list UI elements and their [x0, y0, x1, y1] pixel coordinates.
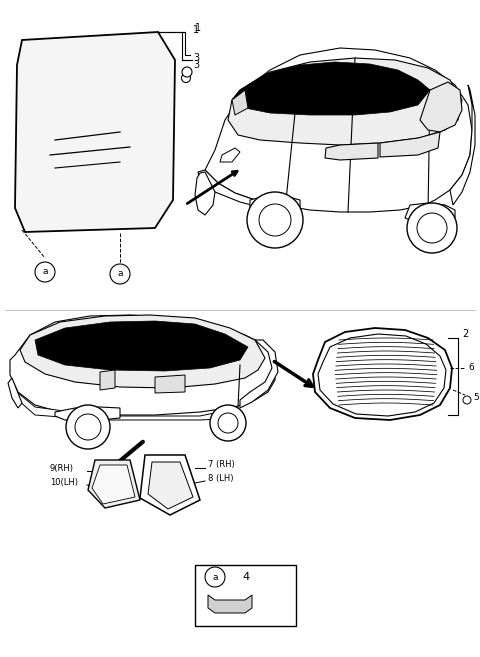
- Polygon shape: [195, 172, 215, 215]
- Text: 1: 1: [195, 23, 201, 33]
- Polygon shape: [88, 460, 140, 508]
- Circle shape: [407, 203, 457, 253]
- Text: a: a: [212, 572, 218, 581]
- Polygon shape: [380, 132, 440, 157]
- Polygon shape: [15, 32, 175, 232]
- Polygon shape: [18, 393, 238, 420]
- Polygon shape: [55, 407, 120, 420]
- Text: a: a: [117, 269, 123, 279]
- Circle shape: [218, 413, 238, 433]
- Polygon shape: [313, 328, 452, 420]
- Circle shape: [210, 405, 246, 441]
- Text: 10(LH): 10(LH): [50, 478, 78, 486]
- Circle shape: [66, 405, 110, 449]
- Polygon shape: [405, 203, 455, 222]
- Polygon shape: [20, 315, 265, 388]
- Circle shape: [182, 67, 192, 77]
- Polygon shape: [10, 315, 275, 415]
- Polygon shape: [35, 321, 248, 371]
- Circle shape: [75, 414, 101, 440]
- Text: 5: 5: [473, 394, 479, 403]
- Text: 3: 3: [193, 60, 199, 70]
- Polygon shape: [100, 370, 115, 390]
- Circle shape: [110, 264, 130, 284]
- Circle shape: [259, 204, 291, 236]
- Text: a: a: [42, 267, 48, 277]
- Polygon shape: [220, 148, 240, 162]
- Polygon shape: [155, 375, 185, 393]
- Polygon shape: [232, 62, 430, 115]
- Circle shape: [417, 213, 447, 243]
- Text: 8 (LH): 8 (LH): [208, 474, 233, 484]
- Circle shape: [181, 74, 191, 83]
- Circle shape: [463, 396, 471, 404]
- Polygon shape: [250, 196, 300, 215]
- Polygon shape: [420, 82, 462, 132]
- Polygon shape: [228, 58, 462, 145]
- FancyBboxPatch shape: [194, 564, 296, 625]
- Polygon shape: [205, 48, 472, 212]
- Text: 2: 2: [462, 329, 468, 339]
- Circle shape: [35, 262, 55, 282]
- Text: 6: 6: [468, 363, 474, 373]
- Circle shape: [247, 192, 303, 248]
- Text: 1: 1: [193, 25, 199, 35]
- Polygon shape: [148, 462, 193, 509]
- Polygon shape: [92, 465, 135, 504]
- Polygon shape: [208, 595, 252, 613]
- Polygon shape: [8, 378, 22, 408]
- Polygon shape: [140, 455, 200, 515]
- Text: 4: 4: [242, 572, 249, 582]
- Text: 7 (RH): 7 (RH): [208, 461, 235, 470]
- Circle shape: [205, 567, 225, 587]
- Text: 3: 3: [193, 53, 199, 63]
- Polygon shape: [240, 340, 278, 408]
- Polygon shape: [198, 170, 300, 213]
- Polygon shape: [325, 143, 378, 160]
- Text: 9(RH): 9(RH): [50, 463, 74, 472]
- Polygon shape: [232, 90, 248, 115]
- Polygon shape: [318, 334, 446, 416]
- Polygon shape: [450, 85, 475, 205]
